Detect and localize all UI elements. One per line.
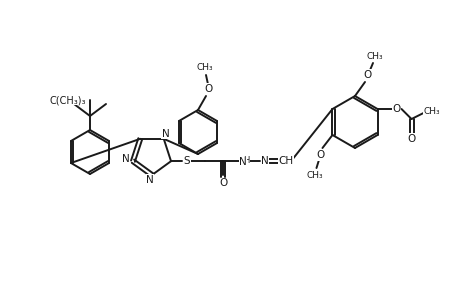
Text: CH₃: CH₃ [422,106,439,116]
Text: O: O [204,84,213,94]
Text: CH₃: CH₃ [306,172,322,181]
Text: O: O [316,150,324,160]
Text: O: O [363,70,371,80]
Text: S: S [183,156,190,166]
Text: CH: CH [278,156,293,166]
Text: N: N [239,157,246,167]
Text: O: O [392,104,400,114]
Text: CH₃: CH₃ [196,62,213,71]
Text: C(CH₃)₃: C(CH₃)₃ [50,95,86,105]
Text: N: N [162,129,169,139]
Text: O: O [218,178,227,188]
Text: N: N [261,156,269,166]
Text: O: O [407,134,415,144]
Text: CH₃: CH₃ [366,52,382,61]
Text: H: H [242,156,249,165]
Text: N: N [122,154,129,164]
Text: N: N [146,175,154,185]
